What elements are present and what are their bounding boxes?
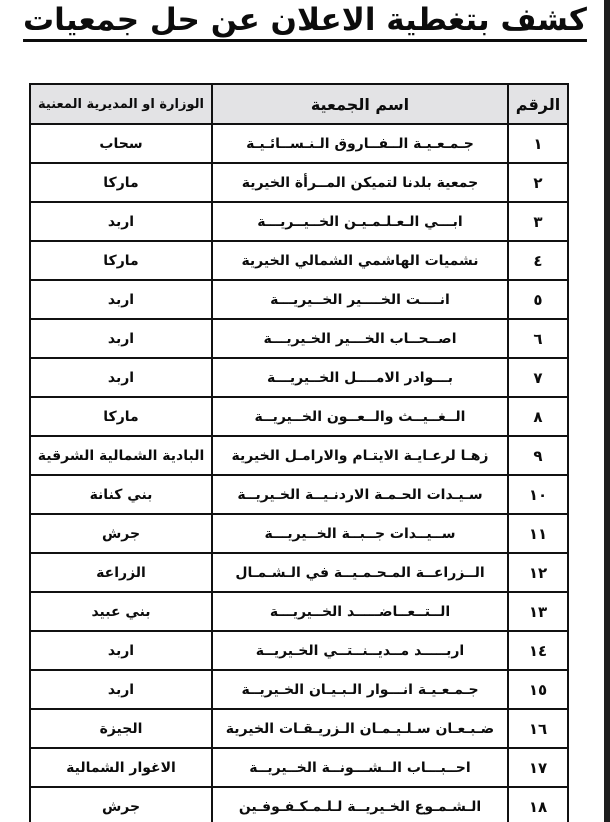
- cell-name: احــبـــاب الــشـــونــة الخــيريــة: [211, 747, 509, 788]
- table-header: الرقم اسم الجمعية الوزارة او المديرية ال…: [29, 83, 569, 125]
- col-header-ministry: الوزارة او المديرية المعنية: [29, 83, 213, 125]
- table-row: ١٤ اربـــــد مــديــنــتــي الخـيريــة ارب…: [29, 630, 569, 671]
- associations-table: الرقم اسم الجمعية الوزارة او المديرية ال…: [29, 83, 569, 822]
- table-row: ١٠ سـيـدات الحـمـة الاردنـيــة الخـيريــة…: [29, 474, 569, 515]
- cell-number: ١٠: [507, 474, 569, 515]
- cell-number: ٣: [507, 201, 569, 242]
- table-row: ١٣ الــتــعــاضـــــد الخــيريـــة بني عبي…: [29, 591, 569, 632]
- cell-number: ١٤: [507, 630, 569, 671]
- cell-name: ســيــدات جــبــة الخــيريـــة: [211, 513, 509, 554]
- cell-number: ١: [507, 123, 569, 164]
- cell-number: ٧: [507, 357, 569, 398]
- cell-ministry: بني عبيد: [29, 591, 213, 632]
- cell-number: ٦: [507, 318, 569, 359]
- cell-name: سـيـدات الحـمـة الاردنـيــة الخـيريــة: [211, 474, 509, 515]
- page-title: كشف بتغطية الاعلان عن حل جمعيات: [23, 2, 587, 38]
- page-edge-bar: [604, 0, 610, 822]
- cell-number: ١٣: [507, 591, 569, 632]
- table-row: ١٢ الــزراعــة المـحـمـيــة في الـشـمـال ا…: [29, 552, 569, 593]
- cell-number: ١٦: [507, 708, 569, 749]
- table-row: ١١ ســيــدات جــبــة الخــيريـــة جرش: [29, 513, 569, 554]
- cell-name: انــــت الخــــير الخــيريـــة: [211, 279, 509, 320]
- cell-ministry: الاغوار الشمالية: [29, 747, 213, 788]
- cell-name: الـشـمـوع الخـيريــة لـلـمـكـفـوفـين: [211, 786, 509, 822]
- cell-number: ١١: [507, 513, 569, 554]
- cell-name: ابـــي الـعـلـمـيـن الخــيــريـــة: [211, 201, 509, 242]
- cell-ministry: اربد: [29, 669, 213, 710]
- cell-number: ١٨: [507, 786, 569, 822]
- cell-ministry: اربد: [29, 201, 213, 242]
- table-row: ١٨ الـشـمـوع الخـيريــة لـلـمـكـفـوفـين جر…: [29, 786, 569, 822]
- cell-name: الــغــيــث والــعــون الخــيريــة: [211, 396, 509, 437]
- header-row: الرقم اسم الجمعية الوزارة او المديرية ال…: [29, 83, 569, 125]
- cell-ministry: جرش: [29, 513, 213, 554]
- cell-ministry: اربد: [29, 318, 213, 359]
- cell-name: اربـــــد مــديــنــتــي الخـيريــة: [211, 630, 509, 671]
- cell-number: ١٥: [507, 669, 569, 710]
- cell-name: جـمـعـيـة الــفــاروق الـنـســائـيـة: [211, 123, 509, 164]
- cell-ministry: اربد: [29, 279, 213, 320]
- col-header-number: الرقم: [507, 83, 569, 125]
- table-row: ٢ جمعية بلدنا لتميكن المــرأة الخيرية مارك…: [29, 162, 569, 203]
- cell-name: بـــوادر الامــــل الخــيريـــة: [211, 357, 509, 398]
- cell-ministry: جرش: [29, 786, 213, 822]
- table-row: ٦ اصــحــاب الخـــير الخـيريـــة اربد: [29, 318, 569, 359]
- cell-ministry: الزراعة: [29, 552, 213, 593]
- cell-ministry: بني كنانة: [29, 474, 213, 515]
- cell-number: ٨: [507, 396, 569, 437]
- table-row: ٤ نشميات الهاشمي الشمالي الخيرية ماركا: [29, 240, 569, 281]
- table-row: ٣ ابـــي الـعـلـمـيـن الخــيــريـــة اربد: [29, 201, 569, 242]
- cell-number: ٤: [507, 240, 569, 281]
- cell-name: جـمـعـيـة انـــوار الـبـيـان الخـيريــة: [211, 669, 509, 710]
- table-row: ٩ زهـا لرعـايـة الايتـام والارامـل الخيري…: [29, 435, 569, 476]
- cell-name: جمعية بلدنا لتميكن المــرأة الخيرية: [211, 162, 509, 203]
- cell-number: ٢: [507, 162, 569, 203]
- cell-ministry: ماركا: [29, 240, 213, 281]
- cell-ministry: ماركا: [29, 396, 213, 437]
- cell-ministry: سحاب: [29, 123, 213, 164]
- cell-name: الــتــعــاضـــــد الخــيريـــة: [211, 591, 509, 632]
- cell-name: اصــحــاب الخـــير الخـيريـــة: [211, 318, 509, 359]
- cell-number: ١٧: [507, 747, 569, 788]
- table-row: ٥ انــــت الخــــير الخــيريـــة اربد: [29, 279, 569, 320]
- cell-ministry: اربد: [29, 357, 213, 398]
- cell-number: ١٢: [507, 552, 569, 593]
- table-row: ١ جـمـعـيـة الــفــاروق الـنـســائـيـة سحا…: [29, 123, 569, 164]
- cell-name: الــزراعــة المـحـمـيــة في الـشـمـال: [211, 552, 509, 593]
- cell-name: ضـبـعـان سـلـيـمـان الـزريـقـات الخيرية: [211, 708, 509, 749]
- table-row: ١٥ جـمـعـيـة انـــوار الـبـيـان الخـيريــ…: [29, 669, 569, 710]
- table-body: ١ جـمـعـيـة الــفــاروق الـنـســائـيـة سحا…: [29, 123, 569, 822]
- cell-number: ٩: [507, 435, 569, 476]
- table-row: ٧ بـــوادر الامــــل الخــيريـــة اربد: [29, 357, 569, 398]
- cell-ministry: اربد: [29, 630, 213, 671]
- cell-name: نشميات الهاشمي الشمالي الخيرية: [211, 240, 509, 281]
- table-row: ٨ الــغــيــث والــعــون الخــيريــة ماركا: [29, 396, 569, 437]
- cell-ministry: ماركا: [29, 162, 213, 203]
- table-row: ١٦ ضـبـعـان سـلـيـمـان الـزريـقـات الخيري…: [29, 708, 569, 749]
- cell-ministry: البادية الشمالية الشرقية: [29, 435, 213, 476]
- cell-number: ٥: [507, 279, 569, 320]
- col-header-name: اسم الجمعية: [211, 83, 509, 125]
- cell-name: زهـا لرعـايـة الايتـام والارامـل الخيرية: [211, 435, 509, 476]
- table-row: ١٧ احــبـــاب الــشـــونــة الخــيريــة ال…: [29, 747, 569, 788]
- cell-ministry: الجيزة: [29, 708, 213, 749]
